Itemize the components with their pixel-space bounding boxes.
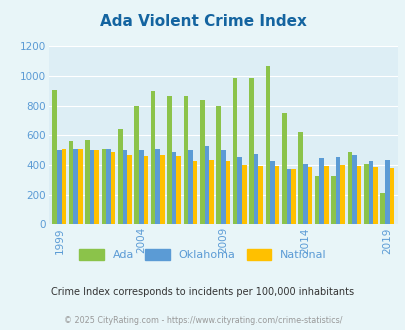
Bar <box>188 150 192 224</box>
Bar <box>232 78 237 224</box>
Bar <box>101 149 106 224</box>
Bar <box>307 167 311 224</box>
Bar <box>225 160 230 224</box>
Bar <box>94 150 99 224</box>
Bar <box>200 100 204 224</box>
Bar <box>269 161 274 224</box>
Text: Crime Index corresponds to incidents per 100,000 inhabitants: Crime Index corresponds to incidents per… <box>51 287 354 297</box>
Bar <box>253 154 258 224</box>
Bar <box>330 176 335 224</box>
Bar <box>171 152 176 224</box>
Bar <box>85 141 90 224</box>
Bar <box>78 149 83 224</box>
Bar <box>237 157 241 224</box>
Bar <box>57 150 62 224</box>
Bar <box>335 157 339 224</box>
Text: Ada Violent Crime Index: Ada Violent Crime Index <box>99 14 306 29</box>
Bar <box>134 106 139 224</box>
Bar <box>351 155 356 224</box>
Bar <box>274 166 279 224</box>
Bar <box>122 150 127 224</box>
Bar <box>372 167 377 224</box>
Legend: Ada, Oklahoma, National: Ada, Oklahoma, National <box>75 245 330 265</box>
Bar <box>151 91 155 224</box>
Bar <box>90 150 94 224</box>
Bar <box>290 169 295 224</box>
Bar <box>106 149 111 224</box>
Bar <box>143 156 148 224</box>
Bar <box>204 147 209 224</box>
Bar <box>323 166 328 224</box>
Bar <box>356 166 360 224</box>
Bar <box>368 160 372 224</box>
Bar <box>62 149 66 224</box>
Bar <box>69 141 73 224</box>
Bar <box>339 165 344 224</box>
Bar <box>176 156 181 224</box>
Text: © 2025 CityRating.com - https://www.cityrating.com/crime-statistics/: © 2025 CityRating.com - https://www.city… <box>64 315 341 325</box>
Bar <box>347 152 351 224</box>
Bar <box>241 165 246 224</box>
Bar <box>302 163 307 224</box>
Bar <box>127 155 132 224</box>
Bar <box>118 129 122 224</box>
Bar <box>379 193 384 224</box>
Bar <box>155 149 160 224</box>
Bar <box>384 160 388 224</box>
Bar <box>220 150 225 224</box>
Bar <box>388 168 393 224</box>
Bar <box>192 160 197 224</box>
Bar <box>209 160 213 224</box>
Bar <box>265 65 269 224</box>
Bar <box>281 113 286 224</box>
Bar <box>52 90 57 224</box>
Bar <box>363 163 368 224</box>
Bar <box>167 96 171 224</box>
Bar <box>73 149 78 224</box>
Bar <box>319 157 323 224</box>
Bar <box>249 78 253 224</box>
Bar <box>298 132 302 224</box>
Bar <box>258 166 262 224</box>
Bar <box>111 152 115 224</box>
Bar <box>314 176 319 224</box>
Bar <box>216 106 220 224</box>
Bar <box>286 169 290 224</box>
Bar <box>139 150 143 224</box>
Bar <box>183 96 188 224</box>
Bar <box>160 155 164 224</box>
